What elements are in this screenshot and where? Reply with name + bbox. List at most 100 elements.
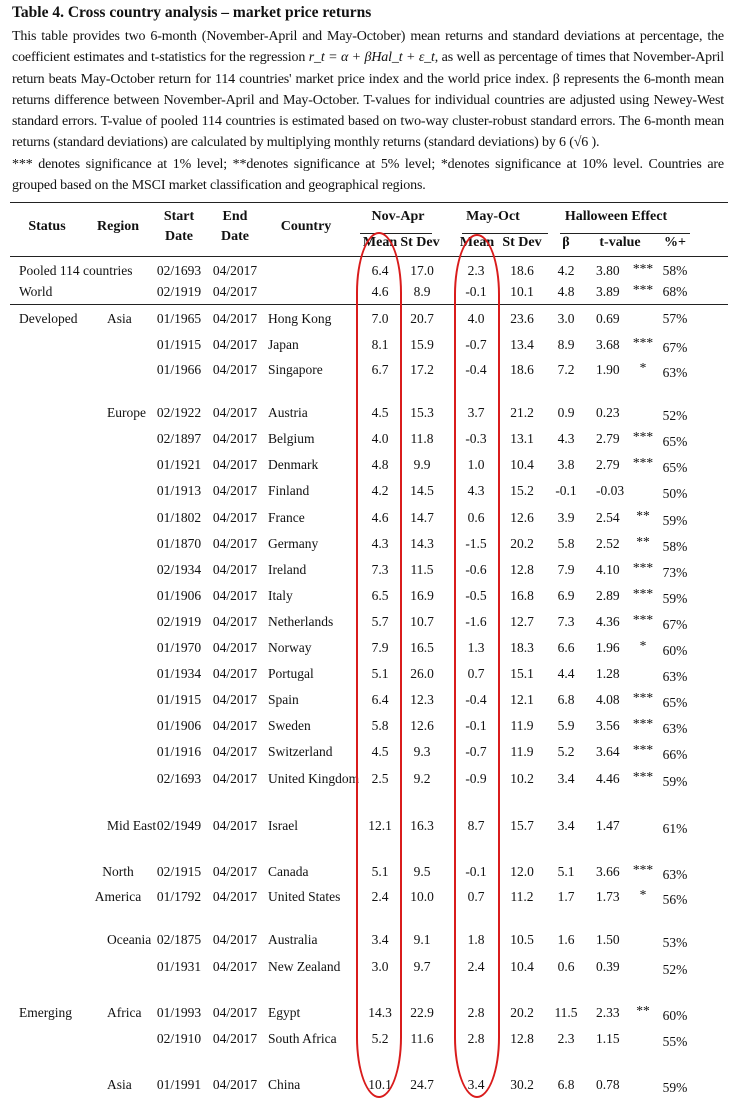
row-21-end-date: 04/2017 [212,864,258,879]
header-end-date-line2: Date [221,229,249,244]
row-7-significance: *** [632,455,654,470]
row-6-nov-apr-stdev: 11.8 [410,431,434,446]
row-16-country: Spain [268,692,299,707]
row-16-pct-positive: 65% [662,695,688,710]
row-5-nov-apr-stdev: 15.3 [410,405,434,420]
row-5-may-oct-stdev: 21.2 [510,405,534,420]
row-11-end-date: 04/2017 [212,562,258,577]
row-16-beta: 6.8 [557,692,575,707]
row-2-country: Hong Kong [268,311,332,326]
row-14-pct-positive: 60% [662,643,688,658]
row-7-may-oct-stdev: 10.4 [510,457,534,472]
row-6-end-date: 04/2017 [212,431,258,446]
row-12-start-date: 01/1906 [156,588,202,603]
row-10-start-date: 01/1870 [156,536,202,551]
row-19-pct-positive: 59% [662,774,688,789]
row-5-region: Europe [107,405,146,420]
row-19-significance: *** [632,769,654,784]
row-25-may-oct-stdev: 20.2 [510,1005,534,1020]
row-16-end-date: 04/2017 [212,692,258,707]
row-10-may-oct-stdev: 20.2 [510,536,534,551]
row-9-pct-positive: 59% [662,513,688,528]
row-15-t-value: 1.28 [596,666,620,681]
header-nov-apr: Nov-Apr [371,209,425,224]
row-3-may-oct-stdev: 13.4 [510,337,534,352]
row-19-end-date: 04/2017 [212,771,258,786]
row-8-end-date: 04/2017 [212,483,258,498]
row-11-start-date: 02/1934 [156,562,202,577]
row-17-country: Sweden [268,718,311,733]
row-1-nov-apr-stdev: 8.9 [413,284,431,299]
row-11-beta: 7.9 [557,562,575,577]
row-6-significance: *** [632,429,654,444]
row-13-end-date: 04/2017 [212,614,258,629]
row-22-may-oct-stdev: 11.2 [510,889,534,904]
row-12-nov-apr-stdev: 16.9 [410,588,434,603]
row-12-end-date: 04/2017 [212,588,258,603]
row-12-pct-positive: 59% [662,591,688,606]
row-14-beta: 6.6 [557,640,575,655]
row-1-status: World [19,284,53,299]
row-21-beta: 5.1 [557,864,575,879]
row-2-t-value: 0.69 [596,311,620,326]
caption-text-part2: , as well as percentage of times that No… [12,50,724,151]
row-23-nov-apr-stdev: 9.1 [413,932,431,947]
row-7-start-date: 01/1921 [156,457,202,472]
row-27-t-value: 0.78 [596,1077,620,1092]
row-5-beta: 0.9 [557,405,575,420]
row-13-pct-positive: 67% [662,617,688,632]
row-15-start-date: 01/1934 [156,666,202,681]
header-halloween-effect: Halloween Effect [564,209,668,224]
row-15-may-oct-stdev: 15.1 [510,666,534,681]
row-7-beta: 3.8 [557,457,575,472]
row-18-beta: 5.2 [557,744,575,759]
row-12-may-oct-stdev: 16.8 [510,588,534,603]
row-25-status: Emerging [19,1005,72,1020]
row-25-beta: 11.5 [554,1005,578,1020]
row-3-start-date: 01/1915 [156,337,202,352]
row-18-end-date: 04/2017 [212,744,258,759]
row-24-nov-apr-stdev: 9.7 [413,959,431,974]
row-8-country: Finland [268,483,310,498]
row-0-beta: 4.2 [557,263,575,278]
row-5-pct-positive: 52% [662,408,688,423]
row-21-may-oct-stdev: 12.0 [510,864,534,879]
row-14-t-value: 1.96 [596,640,620,655]
row-18-start-date: 01/1916 [156,744,202,759]
row-20-country: Israel [268,818,298,833]
row-22-region: America [94,889,142,904]
header-start-date-line1: Start [163,209,195,224]
row-21-pct-positive: 63% [662,867,688,882]
row-7-end-date: 04/2017 [212,457,258,472]
row-25-start-date: 01/1993 [156,1005,202,1020]
row-22-t-value: 1.73 [596,889,620,904]
row-22-country: United States [268,889,341,904]
row-2-end-date: 04/2017 [212,311,258,326]
row-1-significance: *** [632,282,654,297]
row-26-nov-apr-stdev: 11.6 [410,1031,434,1046]
row-20-nov-apr-stdev: 16.3 [410,818,434,833]
row-2-beta: 3.0 [557,311,575,326]
row-4-nov-apr-stdev: 17.2 [410,362,434,377]
row-20-pct-positive: 61% [662,821,688,836]
row-26-country: South Africa [268,1031,337,1046]
row-17-significance: *** [632,716,654,731]
caption-text-part1: This table provides two 6-month (Novembe… [12,29,724,66]
row-13-beta: 7.3 [557,614,575,629]
row-26-end-date: 04/2017 [212,1031,258,1046]
row-0-may-oct-stdev: 18.6 [510,263,534,278]
row-9-end-date: 04/2017 [212,510,258,525]
row-24-end-date: 04/2017 [212,959,258,974]
row-24-may-oct-stdev: 10.4 [510,959,534,974]
row-7-nov-apr-stdev: 9.9 [413,457,431,472]
row-23-t-value: 1.50 [596,932,620,947]
row-2-may-oct-stdev: 23.6 [510,311,534,326]
row-23-region: Oceania [107,932,152,947]
row-13-country: Netherlands [268,614,334,629]
row-19-nov-apr-stdev: 9.2 [413,771,431,786]
row-15-pct-positive: 63% [662,669,688,684]
row-23-beta: 1.6 [557,932,575,947]
row-11-significance: *** [632,560,654,575]
table-title: Table 4. Cross country analysis – market… [12,4,372,21]
row-2-status: Developed [19,311,78,326]
